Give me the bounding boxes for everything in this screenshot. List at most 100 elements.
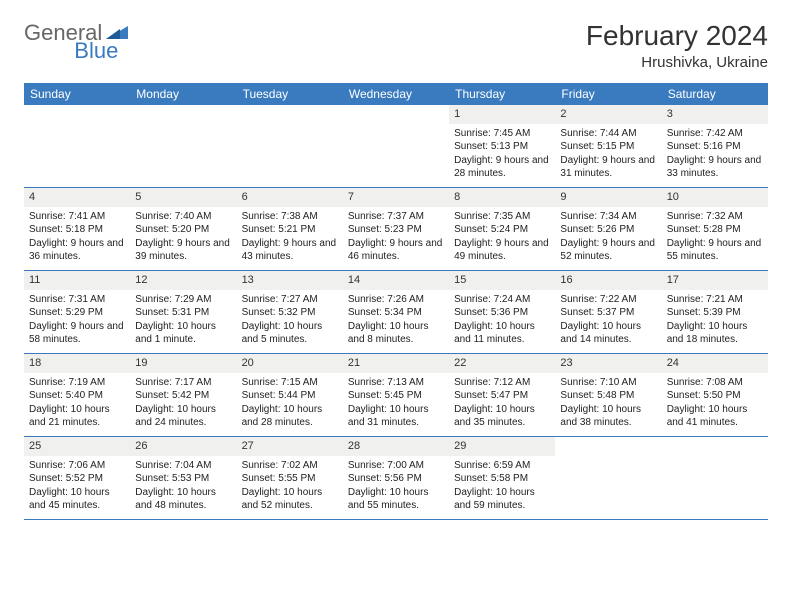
day-body: Sunrise: 7:32 AMSunset: 5:28 PMDaylight:… [662,207,768,269]
sunset-line: Sunset: 5:29 PM [29,306,125,320]
daylight-line: Daylight: 9 hours and 31 minutes. [560,154,656,181]
day-number: 19 [130,354,236,373]
daylight-line: Daylight: 10 hours and 48 minutes. [135,486,231,513]
daylight-line: Daylight: 10 hours and 21 minutes. [29,403,125,430]
sunrise-line: Sunrise: 7:38 AM [242,210,338,224]
day-number: 15 [449,271,555,290]
day-number: 21 [343,354,449,373]
sunset-line: Sunset: 5:31 PM [135,306,231,320]
sunset-line: Sunset: 5:58 PM [454,472,550,486]
sunrise-line: Sunrise: 7:08 AM [667,376,763,390]
day-cell: 28Sunrise: 7:00 AMSunset: 5:56 PMDayligh… [343,437,449,519]
sunrise-line: Sunrise: 7:31 AM [29,293,125,307]
day-cell: 6 Sunrise: 7:38 AMSunset: 5:21 PMDaylight… [237,188,343,270]
day-number: 16 [555,271,661,290]
empty-cell [24,105,130,187]
sunset-line: Sunset: 5:50 PM [667,389,763,403]
sunrise-line: Sunrise: 7:29 AM [135,293,231,307]
sunrise-line: Sunrise: 7:27 AM [242,293,338,307]
day-cell: 21Sunrise: 7:13 AMSunset: 5:45 PMDayligh… [343,354,449,436]
day-body: Sunrise: 7:34 AMSunset: 5:26 PMDaylight:… [555,207,661,269]
day-number: 8 [449,188,555,207]
day-number: 3 [662,105,768,124]
day-cell: 7Sunrise: 7:37 AMSunset: 5:23 PMDaylight… [343,188,449,270]
day-body: Sunrise: 7:45 AMSunset: 5:13 PMDaylight:… [449,124,555,186]
week-row: 1Sunrise: 7:45 AMSunset: 5:13 PMDaylight… [24,105,768,188]
day-number: 14 [343,271,449,290]
sunset-line: Sunset: 5:52 PM [29,472,125,486]
sunrise-line: Sunrise: 7:42 AM [667,127,763,141]
day-number: 6 [237,188,343,207]
sunrise-line: Sunrise: 7:34 AM [560,210,656,224]
day-number: 7 [343,188,449,207]
sunset-line: Sunset: 5:34 PM [348,306,444,320]
sunrise-line: Sunrise: 7:45 AM [454,127,550,141]
week-row: 18Sunrise: 7:19 AMSunset: 5:40 PMDayligh… [24,354,768,437]
day-cell: 11 Sunrise: 7:31 AMSunset: 5:29 PMDayligh… [24,271,130,353]
sunset-line: Sunset: 5:45 PM [348,389,444,403]
sunset-line: Sunset: 5:37 PM [560,306,656,320]
day-cell: 1Sunrise: 7:45 AMSunset: 5:13 PMDaylight… [449,105,555,187]
day-number: 12 [130,271,236,290]
location-text: Hrushivka, Ukraine [586,54,768,71]
empty-cell [555,437,661,519]
day-body: Sunrise: 7:06 AMSunset: 5:52 PMDaylight:… [24,456,130,518]
weekday-header: Monday [130,83,236,105]
logo-text-blue: Blue [74,38,118,64]
day-body: Sunrise: 7:08 AMSunset: 5:50 PMDaylight:… [662,373,768,435]
sunset-line: Sunset: 5:39 PM [667,306,763,320]
sunrise-line: Sunrise: 7:04 AM [135,459,231,473]
sunset-line: Sunset: 5:23 PM [348,223,444,237]
weekday-header: Wednesday [343,83,449,105]
daylight-line: Daylight: 10 hours and 38 minutes. [560,403,656,430]
daylight-line: Daylight: 10 hours and 35 minutes. [454,403,550,430]
day-number: 11 [24,271,130,290]
daylight-line: Daylight: 10 hours and 45 minutes. [29,486,125,513]
daylight-line: Daylight: 10 hours and 8 minutes. [348,320,444,347]
day-number: 28 [343,437,449,456]
daylight-line: Daylight: 10 hours and 5 minutes. [242,320,338,347]
week-row: 25Sunrise: 7:06 AMSunset: 5:52 PMDayligh… [24,437,768,520]
day-body: Sunrise: 7:00 AMSunset: 5:56 PMDaylight:… [343,456,449,518]
day-cell: 13Sunrise: 7:27 AMSunset: 5:32 PMDayligh… [237,271,343,353]
day-body: Sunrise: 7:19 AMSunset: 5:40 PMDaylight:… [24,373,130,435]
daylight-line: Daylight: 9 hours and 52 minutes. [560,237,656,264]
daylight-line: Daylight: 9 hours and 43 minutes. [242,237,338,264]
week-row: 11Sunrise: 7:31 AMSunset: 5:29 PMDayligh… [24,271,768,354]
day-body: Sunrise: 7:24 AMSunset: 5:36 PMDaylight:… [449,290,555,352]
sunrise-line: Sunrise: 7:06 AM [29,459,125,473]
daylight-line: Daylight: 10 hours and 14 minutes. [560,320,656,347]
day-body: Sunrise: 7:13 AMSunset: 5:45 PMDaylight:… [343,373,449,435]
daylight-line: Daylight: 9 hours and 58 minutes. [29,320,125,347]
day-cell: 3Sunrise: 7:42 AMSunset: 5:16 PMDaylight… [662,105,768,187]
day-cell: 20Sunrise: 7:15 AMSunset: 5:44 PMDayligh… [237,354,343,436]
sunrise-line: Sunrise: 7:22 AM [560,293,656,307]
day-number: 5 [130,188,236,207]
sunset-line: Sunset: 5:53 PM [135,472,231,486]
sunrise-line: Sunrise: 7:17 AM [135,376,231,390]
day-cell: 27Sunrise: 7:02 AMSunset: 5:55 PMDayligh… [237,437,343,519]
empty-cell [130,105,236,187]
sunset-line: Sunset: 5:56 PM [348,472,444,486]
sunset-line: Sunset: 5:21 PM [242,223,338,237]
day-body: Sunrise: 7:41 AMSunset: 5:18 PMDaylight:… [24,207,130,269]
day-body: Sunrise: 7:17 AMSunset: 5:42 PMDaylight:… [130,373,236,435]
empty-cell [237,105,343,187]
sunset-line: Sunset: 5:55 PM [242,472,338,486]
day-cell: 14Sunrise: 7:26 AMSunset: 5:34 PMDayligh… [343,271,449,353]
empty-cell [662,437,768,519]
day-cell: 26Sunrise: 7:04 AMSunset: 5:53 PMDayligh… [130,437,236,519]
title-block: February 2024 Hrushivka, Ukraine [586,20,768,71]
daylight-line: Daylight: 9 hours and 36 minutes. [29,237,125,264]
sunset-line: Sunset: 5:26 PM [560,223,656,237]
sunrise-line: Sunrise: 7:35 AM [454,210,550,224]
day-body: Sunrise: 7:12 AMSunset: 5:47 PMDaylight:… [449,373,555,435]
sunrise-line: Sunrise: 7:02 AM [242,459,338,473]
day-cell: 29Sunrise: 6:59 AMSunset: 5:58 PMDayligh… [449,437,555,519]
day-cell: 22Sunrise: 7:12 AMSunset: 5:47 PMDayligh… [449,354,555,436]
day-number: 27 [237,437,343,456]
sunrise-line: Sunrise: 7:44 AM [560,127,656,141]
sunset-line: Sunset: 5:47 PM [454,389,550,403]
sunrise-line: Sunrise: 7:32 AM [667,210,763,224]
daylight-line: Daylight: 10 hours and 31 minutes. [348,403,444,430]
